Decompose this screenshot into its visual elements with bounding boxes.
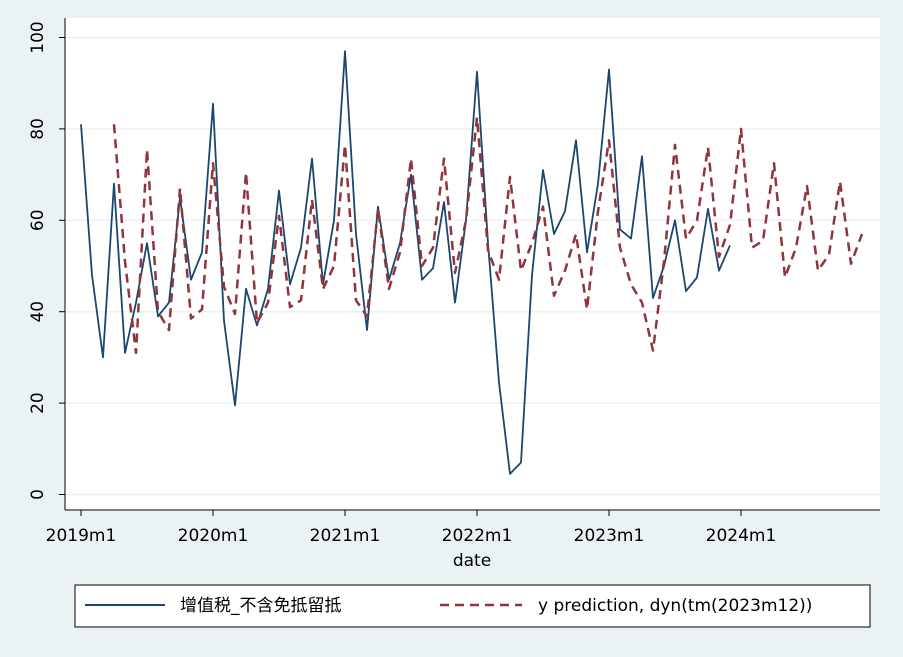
- y-tick-label: 80: [28, 118, 48, 140]
- x-axis-title: date: [453, 551, 491, 571]
- x-axis-ticks: 2019m1 2020m1 2021m1 2022m1 2023m1 2024m1: [46, 510, 777, 546]
- plot-area: [65, 18, 880, 510]
- x-tick-label: 2023m1: [574, 526, 645, 546]
- y-tick-label: 0: [28, 489, 48, 500]
- legend-label-prediction: y prediction, dyn(tm(2023m12)): [538, 596, 812, 616]
- y-tick-label: 100: [28, 21, 48, 53]
- y-tick-label: 20: [28, 392, 48, 414]
- y-axis-ticks: 0 20 40 60 80 100: [28, 21, 65, 500]
- x-tick-label: 2019m1: [46, 526, 117, 546]
- x-tick-label: 2021m1: [310, 526, 381, 546]
- legend-label-actual: 增值税_不含免抵留抵: [180, 596, 342, 616]
- y-tick-label: 40: [28, 301, 48, 323]
- series-layer: [80, 50, 864, 475]
- x-tick-label: 2024m1: [706, 526, 777, 546]
- series-line-prediction: [112, 116, 864, 355]
- x-tick-label: 2020m1: [178, 526, 249, 546]
- x-tick-label: 2022m1: [442, 526, 513, 546]
- y-tick-label: 60: [28, 209, 48, 231]
- legend: 增值税_不含免抵留抵 y prediction, dyn(tm(2023m12)…: [74, 584, 871, 628]
